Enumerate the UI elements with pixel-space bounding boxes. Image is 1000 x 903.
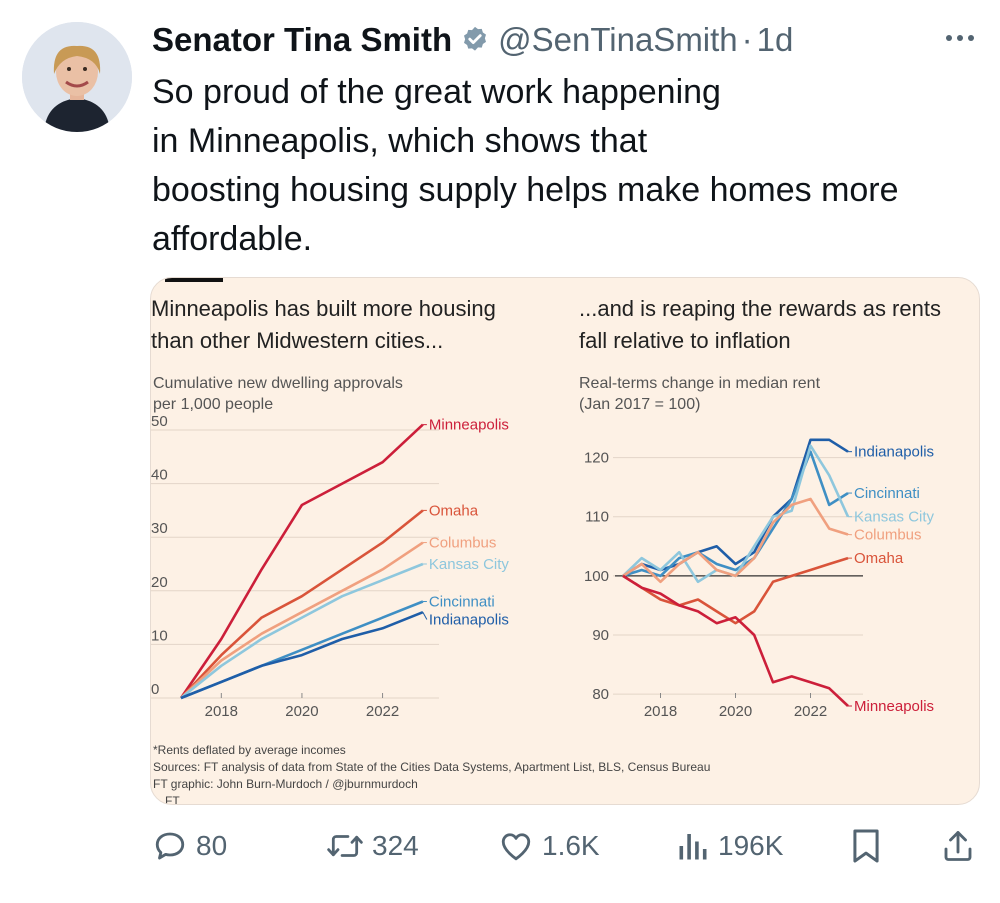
handle[interactable]: @SenTinaSmith [498,21,738,58]
y-tick-label: 0 [151,681,159,698]
y-tick-label: 100 [584,568,609,585]
footnote-sources: Sources: FT analysis of data from State … [153,760,710,774]
reply-button[interactable]: 80 [152,822,227,870]
series-label-kansas-city: Kansas City [854,509,935,526]
more-icon[interactable] [940,18,980,58]
x-tick-label: 2018 [644,703,677,720]
series-label-omaha: Omaha [854,550,904,567]
series-line-columbus [622,497,849,584]
series-label-minneapolis: Minneapolis [854,698,934,715]
series-label-leader [422,611,428,620]
bookmark-icon [853,829,879,863]
series-line-columbus [180,541,424,699]
tweet-header: Senator Tina Smith @SenTinaSmith · 1d [152,18,980,62]
display-name[interactable]: Senator Tina Smith [152,21,453,58]
y-tick-label: 80 [592,686,609,703]
series-label-minneapolis: Minneapolis [429,417,509,434]
y-tick-label: 110 [585,509,609,526]
left-chart-ylabel-line-1: Cumulative new dwelling approvals [153,375,403,392]
timestamp[interactable]: 1d [756,21,794,58]
share-button[interactable] [940,822,976,870]
reply-icon [155,832,185,860]
chart-graphic: Minneapolis has built more housing than … [151,278,941,805]
series-line-minneapolis [622,574,849,707]
x-tick-label: 2018 [205,703,238,720]
series-label-cincinnati: Cincinnati [429,594,495,611]
tweet-actions: 80 324 1.6K 196K [152,822,980,870]
left-chart-title-line-1: Minneapolis has built more housing [151,296,496,321]
like-count: 1.6K [542,830,600,861]
x-tick-label: 2020 [285,703,318,720]
left-chart-plot: 0 10 20 30 40 50 2018 2020 2022 Minneapolis Omaha C… [151,413,509,720]
y-tick-label: 20 [151,574,168,591]
x-tick-label: 2020 [719,703,752,720]
series-label-columbus: Columbus [854,527,922,544]
views-icon [679,834,707,860]
avatar[interactable] [22,22,132,132]
retweet-button[interactable]: 324 [326,822,419,870]
series-label-columbus: Columbus [429,535,497,552]
retweet-icon [327,835,363,857]
views-button[interactable]: 196K [676,822,783,870]
left-chart-title-line-2: than other Midwestern cities... [151,328,443,353]
y-tick-label: 10 [151,627,168,644]
y-tick-label: 50 [151,413,168,430]
share-icon [944,831,972,861]
right-chart-plot: 80 90 100 110 120 2018 2020 2022 Indianapolis Cin… [584,438,935,720]
tweet-media[interactable]: Minneapolis has built more housing than … [150,277,980,805]
like-button[interactable]: 1.6K [498,822,600,870]
ft-title-rule [165,278,223,282]
series-line-minneapolis [179,423,424,699]
x-tick-label: 2022 [366,703,399,720]
y-tick-label: 120 [584,450,609,467]
series-line-omaha [622,556,849,625]
heart-icon [501,833,531,861]
reply-count: 80 [196,830,228,861]
right-chart-ylabel-line-1: Real-terms change in median rent [579,375,821,392]
left-chart-ylabel-line-2: per 1,000 people [153,396,273,413]
retweet-count: 324 [372,830,419,861]
y-tick-label: 40 [151,467,168,484]
footnote-note: *Rents deflated by average incomes [153,743,346,757]
verified-badge-icon[interactable] [460,25,490,55]
x-tick-label: 2022 [794,703,827,720]
series-label-omaha: Omaha [429,502,479,519]
series-line-cincinnati [622,450,849,578]
right-chart-ylabel-line-2: (Jan 2017 = 100) [579,396,700,413]
series-label-indianapolis: Indianapolis [854,444,934,461]
y-tick-label: 90 [592,627,609,644]
separator: · [741,21,753,58]
series-label-cincinnati: Cincinnati [854,485,920,502]
right-chart-title-line-1: ...and is reaping the rewards as rents [579,296,941,321]
bookmark-button[interactable] [850,822,882,870]
series-line-kansas-city [180,562,424,700]
footnote-credit: FT graphic: John Burn-Murdoch / @jburnmu… [153,777,418,791]
y-tick-label: 30 [151,520,168,537]
series-label-kansas-city: Kansas City [429,556,510,573]
avatar-image [22,22,132,132]
tweet-text: So proud of the great work happening in … [152,73,899,258]
right-chart-title-line-2: fall relative to inflation [579,328,791,353]
views-count: 196K [718,830,784,861]
series-label-indianapolis: Indianapolis [429,612,509,629]
ft-logo: FT [165,794,180,805]
series-line-indianapolis [180,610,424,700]
series-line-omaha [180,509,424,699]
